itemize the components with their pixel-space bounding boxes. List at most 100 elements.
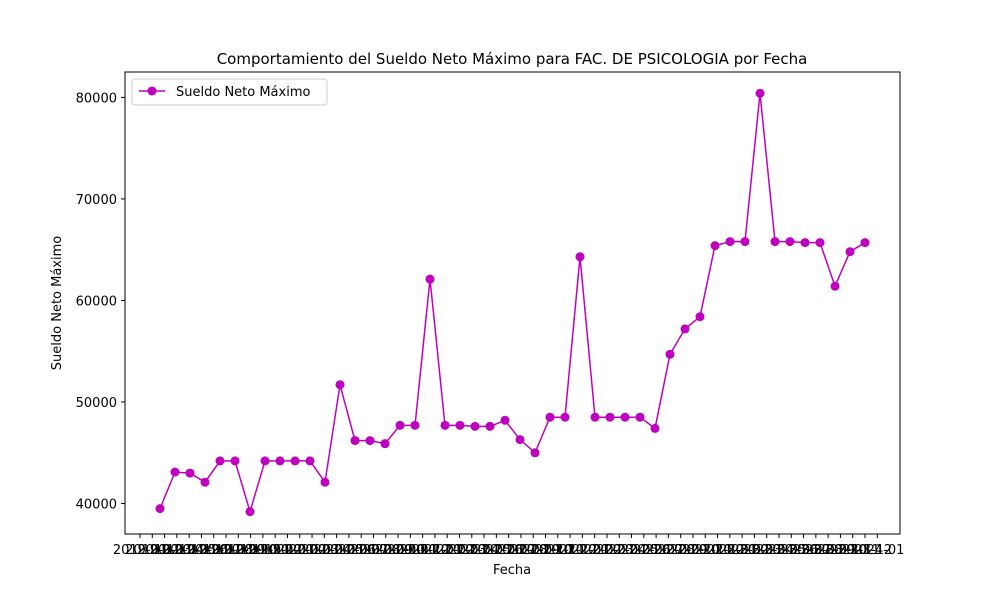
x-tick-label: 2023-02 — [715, 543, 769, 558]
data-point — [455, 420, 465, 430]
series-line — [159, 93, 866, 515]
data-point — [575, 252, 585, 262]
legend-label: Sueldo Neto Máximo — [176, 85, 310, 100]
data-point — [275, 456, 285, 466]
data-point — [485, 421, 495, 431]
x-tick-label: 2019-01 — [113, 543, 167, 558]
y-tick-label: 60000 — [76, 294, 117, 309]
x-tick-label: 2019-07 — [187, 543, 241, 558]
x-tick-label: 2021-12 — [543, 543, 597, 558]
data-point — [470, 421, 480, 431]
x-tick-label: 2023-01 — [703, 543, 757, 558]
data-point — [725, 237, 735, 247]
data-point — [425, 274, 435, 284]
x-tick-label: 2019-05 — [162, 543, 216, 558]
x-tick-label: 2019-10 — [223, 543, 277, 558]
x-tick-label: 2020-02 — [273, 543, 327, 558]
x-tick-label: 2023-07 — [776, 543, 830, 558]
data-point — [335, 380, 345, 390]
x-tick-label: 2019-04 — [150, 543, 204, 558]
data-point — [410, 420, 420, 430]
x-tick-label: 2022-12 — [690, 543, 744, 558]
data-point — [560, 412, 570, 422]
y-tick-label: 70000 — [76, 193, 117, 208]
x-tick-label: 2019-12 — [248, 543, 302, 558]
x-tick-label: 2023-08 — [789, 543, 843, 558]
data-point — [380, 439, 390, 449]
x-tick-label: 2023-03 — [727, 543, 781, 558]
y-tick-label: 40000 — [76, 498, 117, 513]
data-point — [230, 456, 240, 466]
data-point — [290, 456, 300, 466]
x-tick-label: 2022-03 — [580, 543, 634, 558]
x-tick-label: 2023-05 — [752, 543, 806, 558]
x-tick-label: 2022-06 — [617, 543, 671, 558]
x-tick-label: 2024-01 — [850, 543, 904, 558]
data-point — [830, 281, 840, 291]
x-tick-label: 2021-10 — [518, 543, 572, 558]
data-point — [215, 456, 225, 466]
data-point — [440, 420, 450, 430]
data-point — [665, 349, 675, 359]
data-point — [740, 237, 750, 247]
x-tick-label: 2022-07 — [629, 543, 683, 558]
data-point — [635, 412, 645, 422]
x-tick-label: 2020-09 — [359, 543, 413, 558]
series-layer — [155, 88, 870, 517]
x-tick-label: 2023-11 — [826, 543, 880, 558]
legend: Sueldo Neto Máximo — [131, 78, 328, 106]
x-tick-label: 2022-05 — [604, 543, 658, 558]
y-axis-label: Sueldo Neto Máximo — [50, 236, 65, 370]
y-tick-label: 80000 — [76, 91, 117, 106]
x-tick-label: 2020-06 — [322, 543, 376, 558]
x-tick-label: 2019-06 — [174, 543, 228, 558]
plot-frame — [124, 71, 901, 535]
x-tick-label: 2019-08 — [199, 543, 253, 558]
data-point — [185, 468, 195, 478]
x-tick-label: 2022-01 — [555, 543, 609, 558]
data-point — [680, 324, 690, 334]
x-tick-label: 2019-02 — [125, 543, 179, 558]
x-tick-label: 2020-10 — [371, 543, 425, 558]
data-point — [860, 238, 870, 248]
data-point — [155, 504, 165, 514]
x-tick-label: 2023-09 — [801, 543, 855, 558]
x-tick-label: 2020-11 — [383, 543, 437, 558]
x-tick-label: 2023-04 — [740, 543, 794, 558]
x-tick-label: 2019-03 — [137, 543, 191, 558]
data-point — [305, 456, 315, 466]
x-tick-label: 2021-04 — [445, 543, 499, 558]
x-tick-label: 2021-02 — [420, 543, 474, 558]
data-point — [710, 241, 720, 251]
x-tick-label: 2020-07 — [334, 543, 388, 558]
data-point — [800, 238, 810, 248]
x-tick-label: 2022-04 — [592, 543, 646, 558]
data-point — [845, 247, 855, 257]
x-tick-label: 2019-09 — [211, 543, 265, 558]
x-tick-label: 2021-03 — [432, 543, 486, 558]
data-point — [200, 477, 210, 487]
chart-title: Comportamiento del Sueldo Neto Máximo pa… — [217, 50, 808, 68]
data-point — [695, 312, 705, 322]
data-point — [245, 507, 255, 517]
data-point — [515, 435, 525, 445]
x-tick-label: 2023-12 — [838, 543, 892, 558]
x-tick-label: 2021-09 — [506, 543, 560, 558]
x-tick-label: 2022-09 — [654, 543, 708, 558]
x-tick-label: 2020-05 — [309, 543, 363, 558]
data-point — [530, 448, 540, 458]
x-tick-label: 2019-11 — [236, 543, 290, 558]
y-tick-label: 50000 — [76, 396, 117, 411]
data-point — [770, 237, 780, 247]
x-tick-label: 2021-08 — [494, 543, 548, 558]
data-point — [650, 423, 660, 433]
x-tick-label: 2022-08 — [641, 543, 695, 558]
data-point — [755, 88, 765, 98]
x-axis-label: Fecha — [493, 563, 531, 578]
data-point — [605, 412, 615, 422]
data-point — [320, 477, 330, 487]
data-point — [545, 412, 555, 422]
x-tick-label: 2021-06 — [469, 543, 523, 558]
data-point — [785, 237, 795, 247]
data-point — [500, 415, 510, 425]
